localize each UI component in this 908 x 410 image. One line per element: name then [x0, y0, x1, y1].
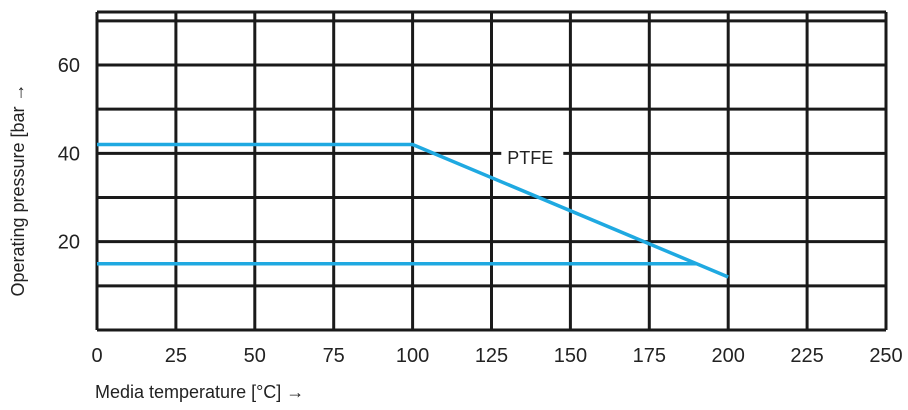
x-tick-label: 250	[869, 345, 902, 367]
x-tick-label: 25	[165, 345, 187, 367]
x-tick-label: 150	[554, 345, 587, 367]
y-tick-label: 60	[58, 55, 80, 77]
x-tick-label: 50	[244, 345, 266, 367]
y-tick-label: 40	[58, 143, 80, 165]
grid	[95, 10, 888, 332]
x-tick-label: 125	[475, 345, 508, 367]
x-tick-label: 200	[712, 345, 745, 367]
annotation-bg	[501, 140, 564, 173]
x-tick-label: 175	[633, 345, 666, 367]
x-axis-label: Media temperature [°C] →	[95, 382, 304, 402]
tick-labels: 0 25 50 75 100 125 150 175 200 225 250 20 40 60	[58, 55, 903, 367]
annotation-label-ptfe: PTFE	[507, 148, 553, 168]
y-axis-label: Operating pressure [bar →	[8, 83, 28, 296]
x-tick-label: 0	[91, 345, 102, 367]
series-lines	[97, 142, 729, 279]
annotations: PTFE	[501, 140, 564, 173]
y-tick-label: 20	[58, 232, 80, 254]
x-tick-label: 225	[790, 345, 823, 367]
x-tick-label: 100	[396, 345, 429, 367]
x-tick-label: 75	[323, 345, 345, 367]
series-line-ptfe	[97, 142, 729, 279]
